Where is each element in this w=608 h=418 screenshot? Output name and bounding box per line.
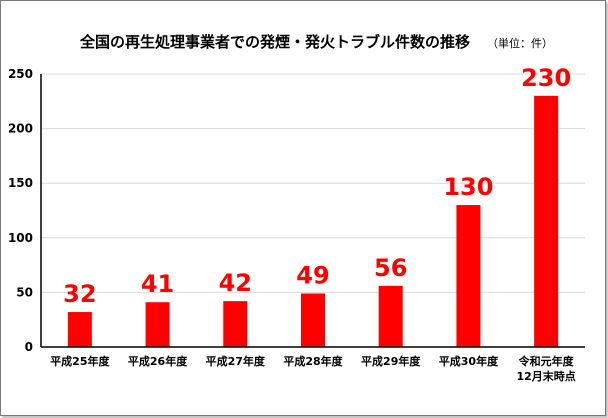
x-tick-label: 平成27年度 [206, 354, 266, 368]
bar [67, 312, 92, 347]
unit-note: （単位：件） [487, 36, 553, 50]
x-tick-label: 令和元年度 12月末時点 [516, 354, 575, 383]
x-tick-label: 平成26年度 [128, 354, 188, 368]
x-tick-label: 平成30年度 [439, 354, 499, 368]
bar [378, 285, 403, 347]
x-tick-label: 平成25年度 [50, 354, 110, 368]
x-tick-label: 平成29年度 [361, 354, 421, 368]
y-tick-label: 0 [25, 340, 33, 354]
bars [67, 95, 559, 347]
bar [534, 95, 559, 347]
y-tick-label: 50 [16, 285, 33, 299]
data-label: 49 [296, 261, 329, 289]
y-tick-labels: 0 50 100 150 200 250 [8, 67, 33, 354]
x-tick-label: 平成28年度 [283, 354, 343, 368]
bar [456, 205, 481, 347]
data-label: 32 [63, 280, 96, 308]
y-tick-label: 150 [8, 176, 33, 190]
y-tick-label: 200 [8, 122, 33, 136]
data-label: 42 [219, 269, 252, 297]
bar [223, 301, 248, 347]
bar [301, 293, 325, 347]
y-tick-label: 100 [8, 231, 33, 245]
y-tick-label: 250 [8, 67, 33, 81]
data-label: 130 [443, 173, 493, 201]
chart-title: 全国の再生処理事業者での発煙・発火トラブル件数の推移 [79, 33, 470, 51]
data-label: 56 [374, 254, 407, 282]
data-label: 230 [521, 64, 571, 92]
axes [40, 74, 585, 348]
bar [145, 302, 170, 347]
x-tick-labels: 平成25年度 平成26年度 平成27年度 平成28年度 平成29年度 平成30年度 令和元年… [50, 354, 576, 383]
gridlines [41, 73, 585, 293]
data-labels: 32 41 42 49 56 130 230 [63, 64, 571, 308]
data-label: 41 [141, 270, 174, 298]
